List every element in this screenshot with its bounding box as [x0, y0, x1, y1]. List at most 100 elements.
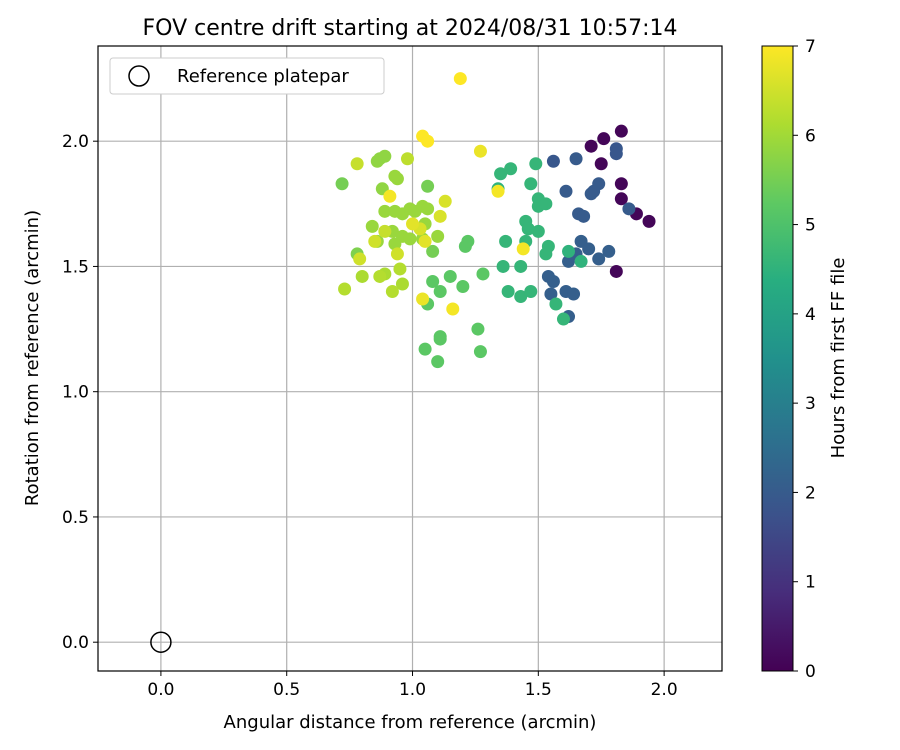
data-point [609, 264, 623, 278]
data-point [582, 242, 596, 256]
colorbar [761, 45, 794, 672]
data-point [496, 259, 510, 273]
data-point [499, 234, 513, 248]
colorbar-tick-label: 2 [805, 483, 816, 503]
data-point [388, 237, 402, 251]
data-point [559, 184, 573, 198]
data-point [577, 209, 591, 223]
data-point [433, 284, 447, 298]
data-point [446, 302, 460, 316]
data-point [592, 252, 606, 266]
y-axis-ticks: 0.0 0.5 1.0 1.5 2.0 [62, 132, 98, 653]
data-point [395, 277, 409, 291]
legend-box [109, 57, 385, 95]
data-point [378, 204, 392, 218]
data-point [400, 152, 414, 166]
data-point [421, 202, 435, 216]
x-tick-label: 0.5 [273, 680, 300, 700]
y-axis-label: Rotation from reference (arcmin) [22, 210, 43, 506]
plot-area-frame [97, 45, 723, 672]
data-point [614, 192, 628, 206]
data-point [443, 269, 457, 283]
data-point [609, 147, 623, 161]
data-point [365, 219, 379, 233]
data-point [524, 284, 538, 298]
data-point [642, 214, 656, 228]
data-point [438, 194, 452, 208]
x-tick-label: 0.0 [147, 680, 174, 700]
x-axis-label: Angular distance from reference (arcmin) [224, 712, 597, 733]
data-point [567, 287, 581, 301]
y-tick-label: 1.0 [62, 383, 89, 403]
y-tick-label: 2.0 [62, 132, 89, 152]
data-point [355, 269, 369, 283]
data-point [574, 254, 588, 268]
data-point [602, 244, 616, 258]
data-point [622, 202, 636, 216]
chart-title: FOV centre drift starting at 2024/08/31 … [143, 16, 678, 41]
data-point [378, 149, 392, 163]
data-point [549, 297, 563, 311]
data-point [353, 252, 367, 266]
data-point [406, 217, 420, 231]
data-point [388, 169, 402, 183]
data-point [421, 134, 435, 148]
data-points [335, 72, 656, 369]
colorbar-tick-label: 1 [805, 573, 816, 593]
data-point [594, 157, 608, 171]
legend: Reference platepar [109, 57, 385, 95]
x-axis-ticks: 0.0 0.5 1.0 1.5 2.0 [147, 671, 678, 700]
data-point [456, 279, 470, 293]
data-point [350, 157, 364, 171]
y-tick-label: 1.5 [62, 257, 89, 277]
data-point [418, 234, 432, 248]
data-point [433, 209, 447, 223]
data-point [421, 179, 435, 193]
colorbar-tick-label: 3 [805, 394, 816, 414]
data-point [501, 284, 515, 298]
data-point [403, 232, 417, 246]
data-point [546, 154, 560, 168]
data-point [514, 259, 528, 273]
data-point [431, 229, 445, 243]
data-point [539, 247, 553, 261]
legend-label: Reference platepar [177, 66, 349, 87]
data-point [524, 177, 538, 191]
colorbar-tick-label: 4 [805, 305, 816, 325]
data-point [473, 144, 487, 158]
data-point [562, 244, 576, 258]
data-point [461, 234, 475, 248]
colorbar-tick-label: 5 [805, 216, 816, 236]
data-point [476, 267, 490, 281]
data-point [569, 152, 583, 166]
reference-platepar-marker [150, 631, 172, 653]
data-point [426, 244, 440, 258]
data-point [614, 124, 628, 138]
data-point [521, 222, 535, 236]
data-point [378, 224, 392, 238]
colorbar-tick-label: 6 [805, 126, 816, 146]
colorbar-ticks: 0 1 2 3 4 5 6 7 [793, 37, 816, 682]
data-point [390, 247, 404, 261]
data-point [471, 322, 485, 336]
x-tick-label: 2.0 [651, 680, 678, 700]
reference-marker-group [150, 631, 172, 653]
data-point [516, 242, 530, 256]
colorbar-label: Hours from first FF file [828, 258, 849, 459]
data-point [431, 355, 445, 369]
data-point [393, 262, 407, 276]
colorbar-tick-label: 0 [805, 662, 816, 682]
data-point [562, 254, 576, 268]
data-point [338, 282, 352, 296]
data-point [453, 72, 467, 86]
data-point [494, 167, 508, 181]
data-point [383, 189, 397, 203]
data-point [368, 234, 382, 248]
data-point [531, 224, 545, 238]
data-point [426, 274, 440, 288]
data-point [418, 342, 432, 356]
colorbar-tick-label: 7 [805, 37, 816, 57]
data-point [544, 287, 558, 301]
y-tick-label: 0.5 [62, 508, 89, 528]
